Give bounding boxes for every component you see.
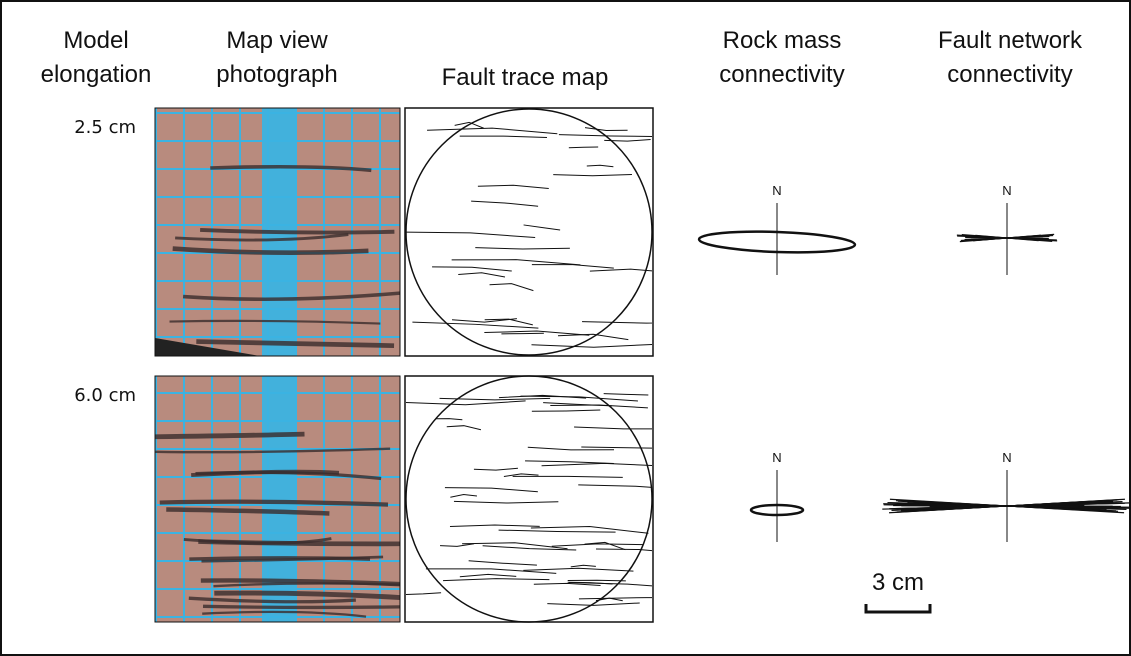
- column-header: Map view: [226, 27, 328, 54]
- row-label: 6.0 cm: [74, 385, 136, 406]
- column-header: Fault network: [938, 27, 1083, 54]
- column-header: Model: [63, 27, 128, 54]
- crack: [189, 558, 370, 559]
- column-header: Fault trace map: [442, 64, 609, 91]
- trace: [501, 333, 543, 334]
- column-header: connectivity: [719, 61, 844, 88]
- north-label: N: [772, 183, 781, 198]
- crack: [203, 606, 414, 607]
- column-header: photograph: [216, 61, 337, 88]
- column-header: connectivity: [947, 61, 1072, 88]
- page: Fault connectivity figure html, body { m…: [0, 0, 1131, 656]
- north-label: N: [1002, 450, 1011, 465]
- crack: [198, 542, 401, 544]
- column-header: elongation: [41, 61, 152, 88]
- body: {"columns": [ {"lines": ["Model", "elong…: [0, 0, 1131, 656]
- row-label: 2.5 cm: [74, 117, 136, 138]
- crack: [155, 434, 304, 437]
- north-label: N: [772, 450, 781, 465]
- photograph: [155, 108, 404, 356]
- column-header: Rock mass: [723, 27, 842, 54]
- figure: Model elongation Map view photograph Fault t…: [0, 0, 1131, 656]
- north-label: N: [1002, 183, 1011, 198]
- scale-label: 3 cm: [872, 569, 924, 596]
